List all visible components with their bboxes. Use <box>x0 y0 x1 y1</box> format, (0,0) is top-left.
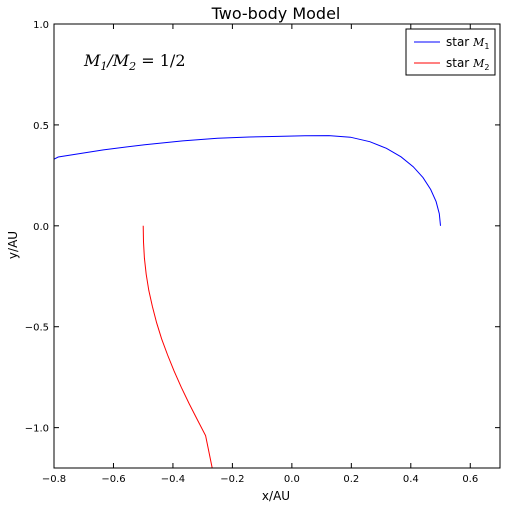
chart-title: Two-body Model <box>211 4 341 23</box>
axes-frame <box>53 23 501 469</box>
annot-m1: M <box>83 51 101 70</box>
series-line-1 <box>53 135 441 226</box>
legend: star M1 star M2 <box>405 28 496 76</box>
annot-m2-sub: 2 <box>128 60 136 73</box>
y-tick-label: 1.0 <box>33 20 49 31</box>
y-tick-label: 0.0 <box>33 222 49 233</box>
plot-area <box>53 135 441 469</box>
axis-ticks: −0.8 −0.6 −0.4 −0.2 0.0 0.2 0.4 0.6 1.0 0.5 0.0 −0.… <box>25 20 500 485</box>
legend-label: star M2 <box>446 56 489 72</box>
annot-slash: /M <box>105 51 129 70</box>
mass-ratio-annotation: M1/M2 = 1/2 <box>83 51 186 73</box>
x-tick-label: −0.8 <box>42 474 66 485</box>
x-axis-label: x/AU <box>262 489 290 503</box>
x-tick-label: −0.4 <box>161 474 185 485</box>
x-tick-label: 0.6 <box>462 474 478 485</box>
y-tick-label: 0.5 <box>33 121 49 132</box>
x-tick-label: −0.2 <box>220 474 244 485</box>
annot-rhs: = 1/2 <box>136 51 185 70</box>
series-line-2 <box>142 225 213 469</box>
x-tick-label: −0.6 <box>101 474 125 485</box>
x-tick-label: 0.2 <box>343 474 359 485</box>
x-tick-label: 0.0 <box>284 474 300 485</box>
x-tick-label: 0.4 <box>403 474 419 485</box>
legend-box <box>405 28 496 76</box>
y-axis-label: y/AU <box>6 231 20 259</box>
y-tick-label: −1.0 <box>25 424 49 435</box>
y-tick-label: −0.5 <box>25 323 49 334</box>
annot-m1-sub: 1 <box>100 60 107 73</box>
legend-label: star M1 <box>446 35 489 51</box>
